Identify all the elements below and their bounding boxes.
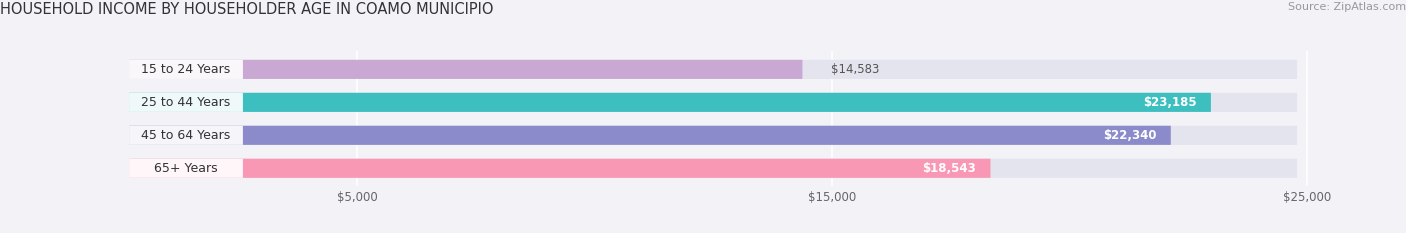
Text: $23,185: $23,185: [1143, 96, 1197, 109]
FancyBboxPatch shape: [129, 159, 1298, 178]
FancyBboxPatch shape: [129, 93, 1211, 112]
FancyBboxPatch shape: [129, 126, 1298, 145]
Text: HOUSEHOLD INCOME BY HOUSEHOLDER AGE IN COAMO MUNICIPIO: HOUSEHOLD INCOME BY HOUSEHOLDER AGE IN C…: [0, 2, 494, 17]
FancyBboxPatch shape: [129, 159, 243, 178]
FancyBboxPatch shape: [129, 60, 803, 79]
Text: Source: ZipAtlas.com: Source: ZipAtlas.com: [1288, 2, 1406, 12]
Text: $14,583: $14,583: [831, 63, 879, 76]
Text: 25 to 44 Years: 25 to 44 Years: [142, 96, 231, 109]
Text: 45 to 64 Years: 45 to 64 Years: [142, 129, 231, 142]
FancyBboxPatch shape: [129, 159, 990, 178]
FancyBboxPatch shape: [129, 60, 1298, 79]
Text: $22,340: $22,340: [1104, 129, 1157, 142]
FancyBboxPatch shape: [129, 93, 1298, 112]
Text: 65+ Years: 65+ Years: [155, 162, 218, 175]
Text: $18,543: $18,543: [922, 162, 976, 175]
Text: 15 to 24 Years: 15 to 24 Years: [142, 63, 231, 76]
FancyBboxPatch shape: [129, 126, 1171, 145]
FancyBboxPatch shape: [129, 93, 243, 112]
FancyBboxPatch shape: [129, 60, 243, 79]
FancyBboxPatch shape: [129, 126, 243, 145]
